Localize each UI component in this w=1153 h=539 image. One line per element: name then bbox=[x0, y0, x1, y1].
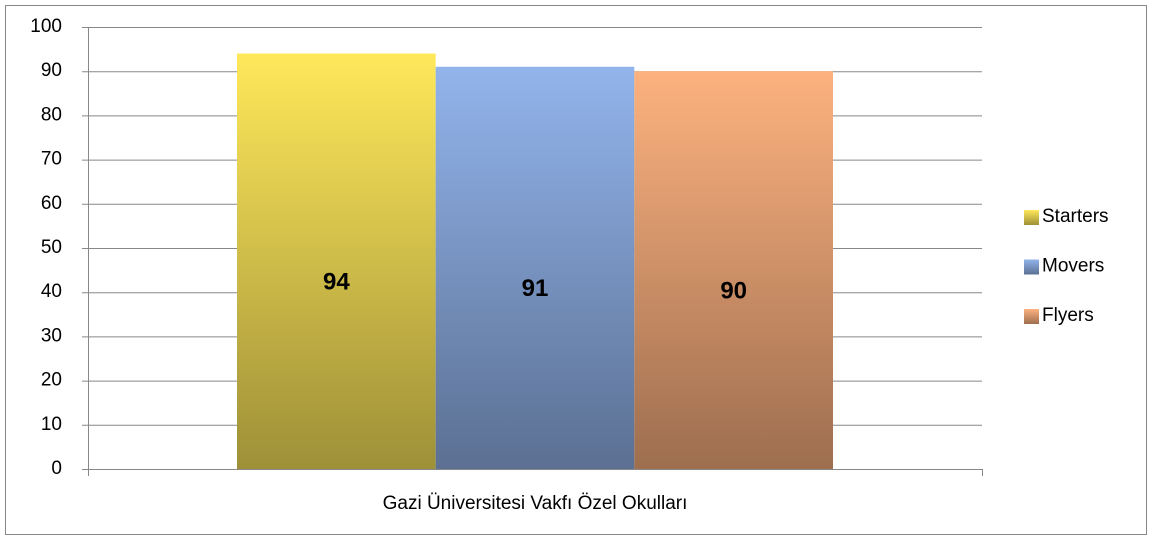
y-tick-label: 50 bbox=[41, 237, 62, 258]
legend-label: Starters bbox=[1042, 206, 1109, 227]
data-label: 91 bbox=[522, 275, 549, 302]
x-tick-label: Gazi Üniversitesi Vakfı Özel Okulları bbox=[383, 493, 688, 514]
legend-swatch bbox=[1024, 309, 1039, 324]
legend-swatch bbox=[1024, 210, 1039, 225]
y-tick-label: 30 bbox=[41, 325, 62, 346]
y-tick-label: 60 bbox=[41, 193, 62, 214]
data-label: 90 bbox=[720, 277, 747, 304]
y-tick-label: 100 bbox=[30, 16, 62, 37]
y-tick-label: 10 bbox=[41, 414, 62, 435]
y-tick-label: 40 bbox=[41, 281, 62, 302]
y-tick-label: 0 bbox=[51, 458, 62, 479]
y-tick-label: 80 bbox=[41, 104, 62, 125]
legend-swatch bbox=[1024, 259, 1039, 275]
y-tick-label: 20 bbox=[41, 370, 62, 391]
bar bbox=[634, 71, 833, 469]
bar bbox=[237, 53, 436, 470]
data-label: 94 bbox=[323, 269, 350, 296]
y-tick-label: 90 bbox=[41, 60, 62, 81]
legend-label: Movers bbox=[1042, 256, 1104, 277]
legend-label: Flyers bbox=[1042, 305, 1094, 326]
bar bbox=[435, 66, 635, 469]
y-tick-label: 70 bbox=[41, 149, 62, 170]
